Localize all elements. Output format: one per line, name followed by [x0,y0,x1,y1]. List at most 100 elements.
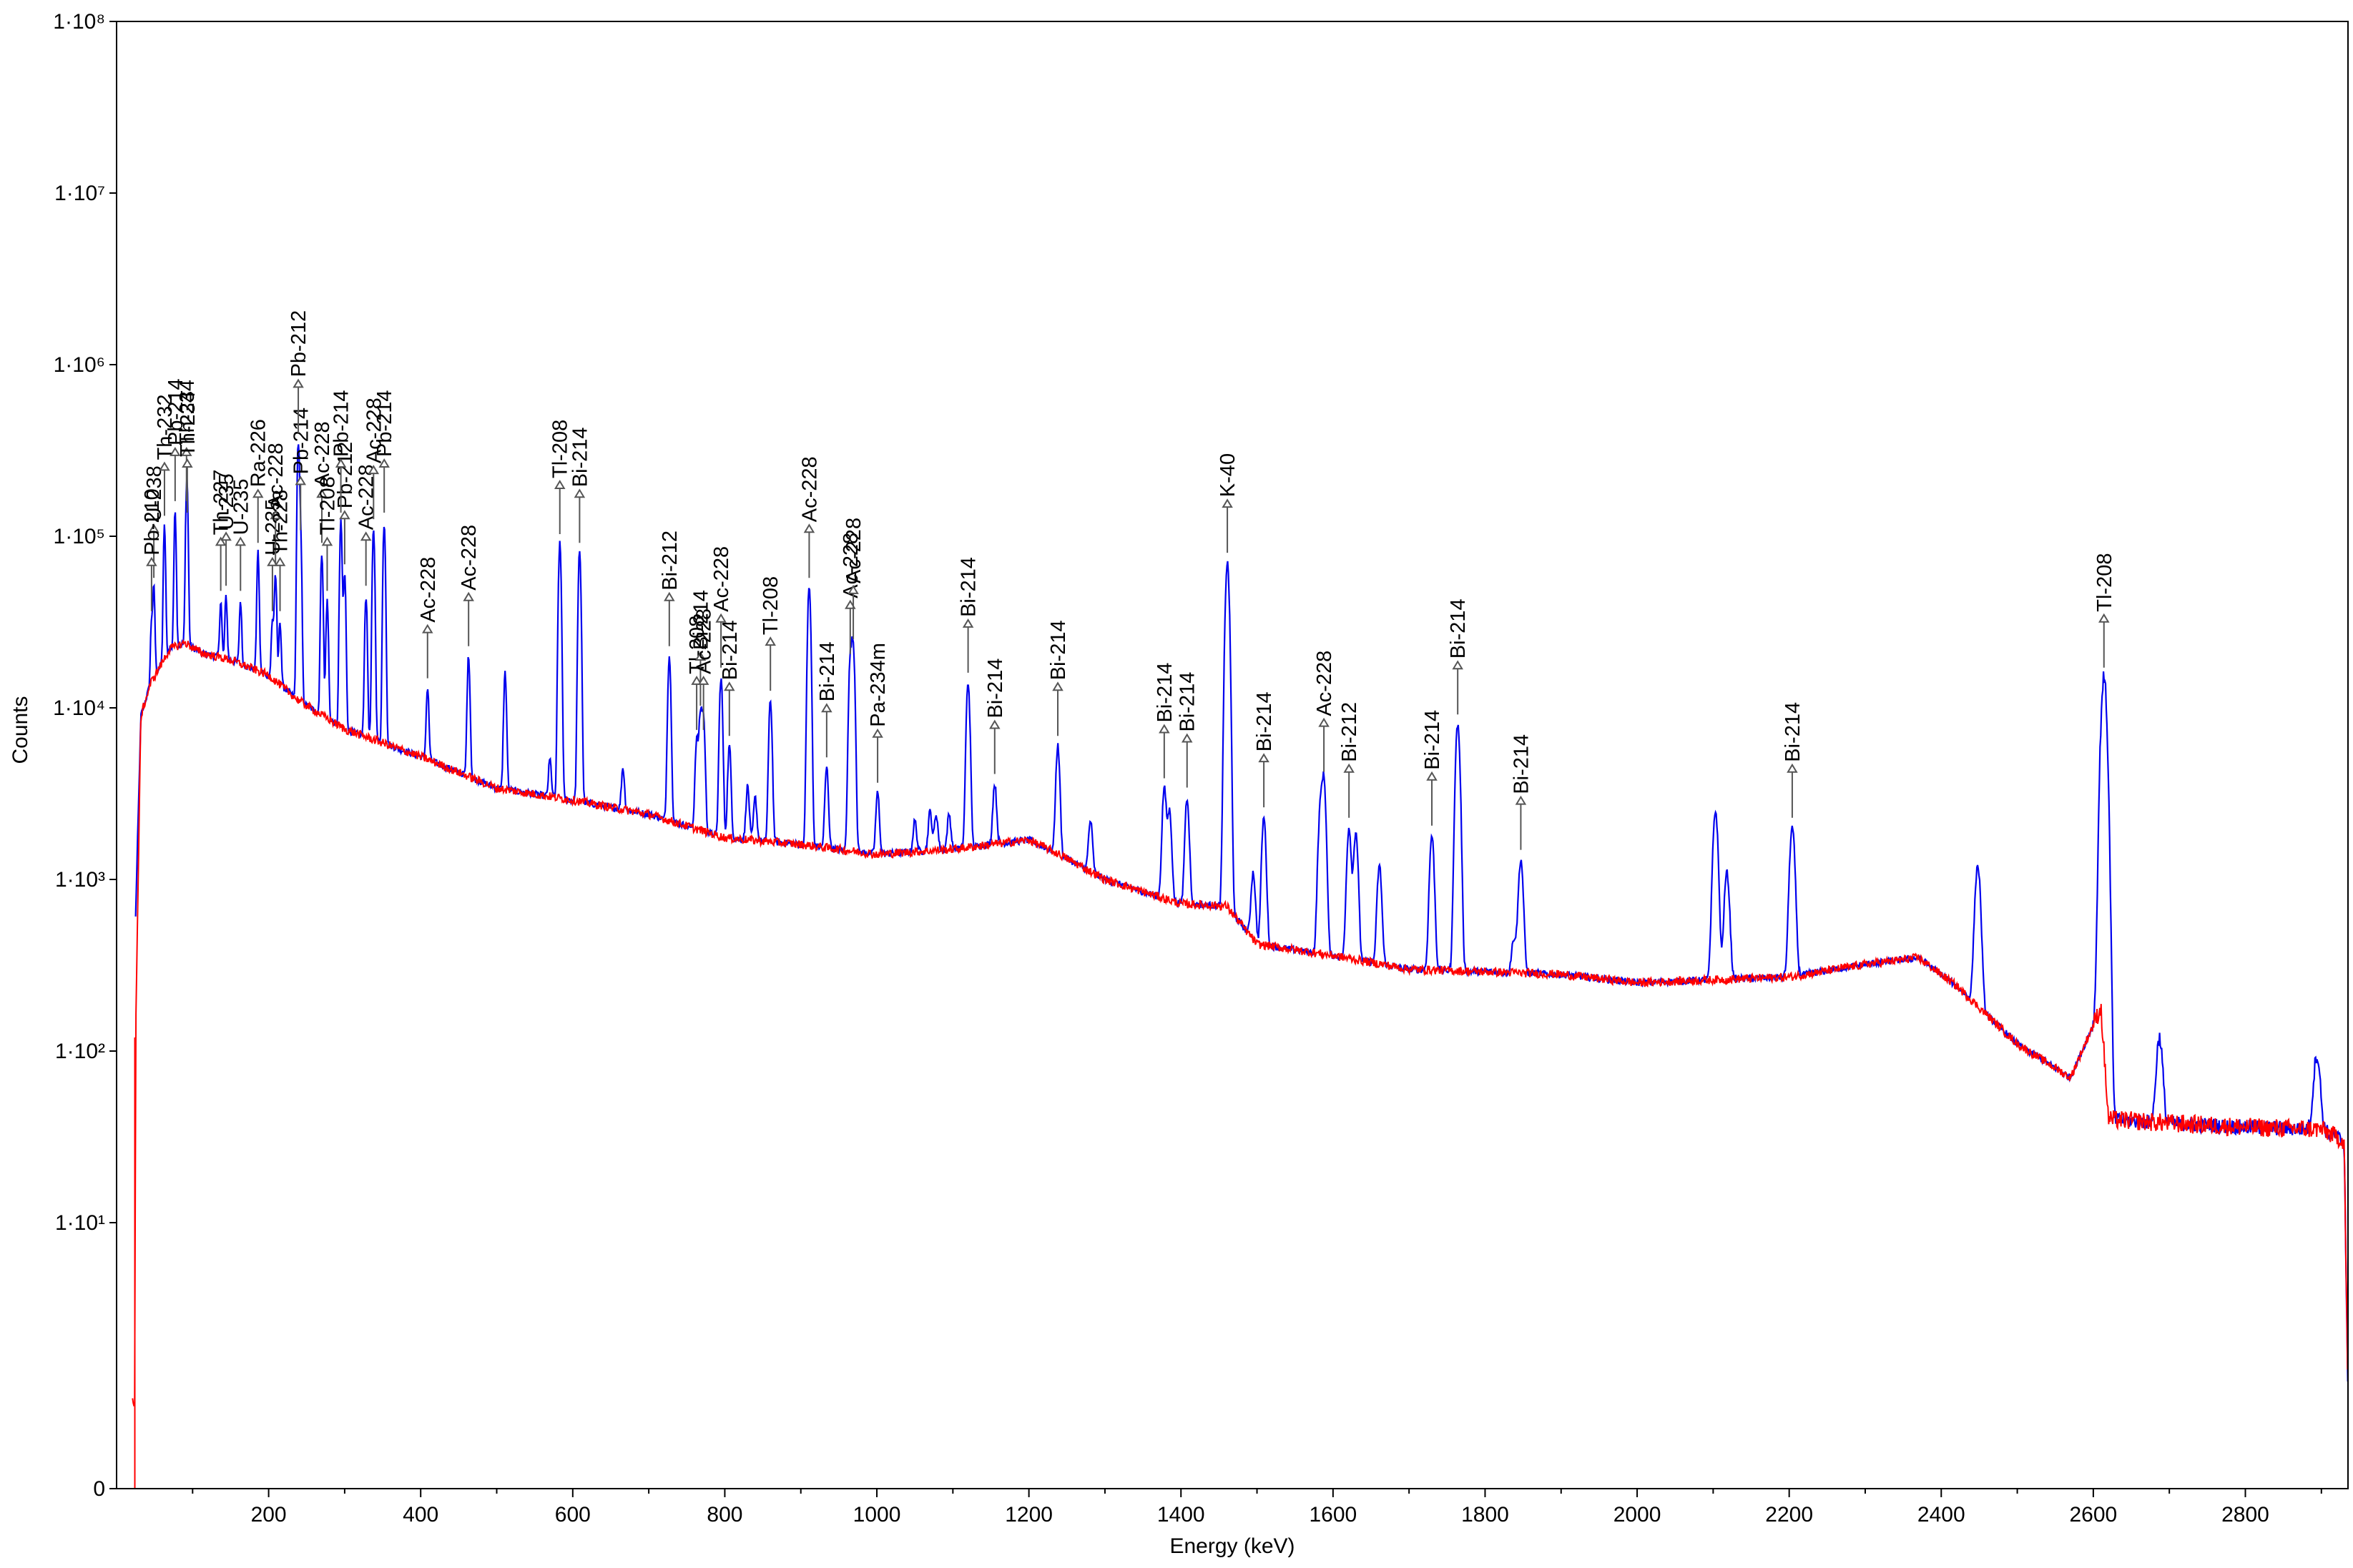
peak-marker-arrow [1159,724,1170,734]
peak-label: Pb-214 [164,378,187,445]
peak-label: Bi-214 [719,620,742,680]
peak-marker: Bi-214 [958,557,981,673]
peak-marker-arrow [1426,771,1438,781]
peak-marker: Tl-208 [316,476,339,591]
peak-marker-arrow [691,675,702,685]
peak-label: U-238 [143,465,166,522]
x-tick-label: 400 [403,1503,438,1527]
peak-label: Bi-214 [1421,710,1444,770]
x-tick-label: 2400 [1917,1503,1965,1527]
peak-label: Th-228 [270,490,293,556]
peak-marker: Ac-228 [417,557,440,679]
peak-marker: Tl-208 [686,616,709,730]
x-tick-label: 2000 [1613,1503,1661,1527]
y-axis-label: Counts [9,696,32,764]
peak-label: Tl-208 [686,616,709,674]
peak-label: Ac-228 [311,421,334,487]
peak-marker-arrow [554,480,566,489]
peak-label: Ac-228 [843,518,865,583]
peak-marker-arrow [339,510,350,520]
peak-marker: Bi-214 [1047,620,1070,736]
peak-marker: Th-232 [154,395,177,516]
peak-marker: Th-234 [177,391,200,513]
peak-label: Bi-214 [1154,663,1176,723]
peak-label: Tl-208 [2093,553,2116,612]
peak-marker: Pb-214 [290,408,313,531]
peak-label: Ac-228 [798,456,821,522]
peak-marker-arrow [845,599,856,609]
peak-marker: Ac-228 [265,443,288,565]
x-tick-label: 2200 [1765,1503,1813,1527]
peak-label: Bi-214 [1447,598,1470,659]
peak-label: Ac-228 [417,557,440,623]
peak-marker: Bi-214 [1510,734,1533,850]
peak-marker-arrow [463,591,474,601]
peak-marker: Ac-228 [710,546,733,668]
peak-marker-arrow [1343,763,1355,773]
x-tick-label: 1400 [1157,1503,1205,1527]
peak-label: Ac-228 [710,546,733,612]
peak-marker-arrow [270,510,281,520]
series-background-line [132,638,2348,1407]
peak-marker: Bi-214 [719,620,742,736]
peak-marker: Ac-228 [843,518,865,639]
peak-marker: Ac-228 [458,525,481,646]
peak-marker-arrow [293,378,304,388]
peak-marker-arrow [252,488,264,498]
peak-label: Pb-214 [290,408,313,475]
peak-marker: Th-227 [210,470,233,591]
peak-label: Bi-214 [958,557,981,617]
peak-label: Pb-212 [288,310,310,378]
series-measured-line [134,444,2348,1382]
y-axis: 0 1·10¹ 1·10² 1·10³ 1·10⁴ 1·10⁵ 1·10⁶ 1·10⁷ 1·10… [53,10,117,1501]
peak-marker: Ac-228 [840,533,863,654]
plot-frame [116,21,2349,1489]
peak-label: U-235 [215,473,238,530]
x-tick-label: 800 [707,1503,742,1527]
peak-marker: Ac-228 [1313,651,1336,772]
peak-marker-arrow [697,675,709,685]
peak-marker-arrow [821,703,832,713]
x-tick-label: 600 [555,1503,591,1527]
peak-marker: Ac-228 [798,456,821,578]
x-axis-label: Energy (keV) [1169,1534,1295,1558]
x-tick-label: 1800 [1461,1503,1509,1527]
peak-marker-arrow [1318,717,1330,727]
peak-marker-arrow [316,488,328,498]
series-layer [132,444,2348,1489]
peak-marker: Pa-234m [867,643,890,783]
peak-label: Th-227 [210,470,233,536]
x-tick-label: 2800 [2221,1503,2269,1527]
peak-marker-arrow [378,458,390,468]
peak-marker: U-235 [230,478,252,591]
peak-label: Bi-212 [659,531,682,591]
peak-label: Bi-214 [1176,672,1199,732]
peak-marker-arrow [181,446,192,456]
peak-marker: Ac-228 [693,608,716,730]
peak-label: Pb-212 [334,442,357,509]
peak-marker: Pb-214 [330,390,353,513]
peak-marker: Tl-208 [2093,553,2116,668]
peak-label: Ac-228 [355,464,378,530]
peak-marker-arrow [664,591,675,601]
x-tick-label: 200 [251,1503,287,1527]
peak-marker: Bi-214 [1421,710,1444,826]
peak-marker-arrow [872,728,883,738]
peak-label: Bi-214 [1047,620,1070,680]
peak-marker-arrow [295,475,307,485]
peak-marker: Ac-228 [355,464,378,586]
peak-marker-arrow [274,556,286,566]
peak-label: Ac-228 [363,398,385,463]
peak-marker: Pb-212 [334,442,357,565]
peak-marker-arrow [368,465,380,475]
peak-marker-arrow [1515,795,1527,805]
peak-label: Th-234 [177,391,200,457]
peak-label: Bi-214 [1253,691,1276,751]
peak-marker: Pb-212 [288,310,310,433]
peak-marker: K-40 [1217,453,1239,553]
peak-marker-arrow [220,531,232,541]
peak-label: Tl-208 [760,576,782,635]
peak-marker-arrow [1181,733,1193,743]
peak-marker-arrow [803,523,815,533]
peak-label: Th-234 [176,380,199,445]
